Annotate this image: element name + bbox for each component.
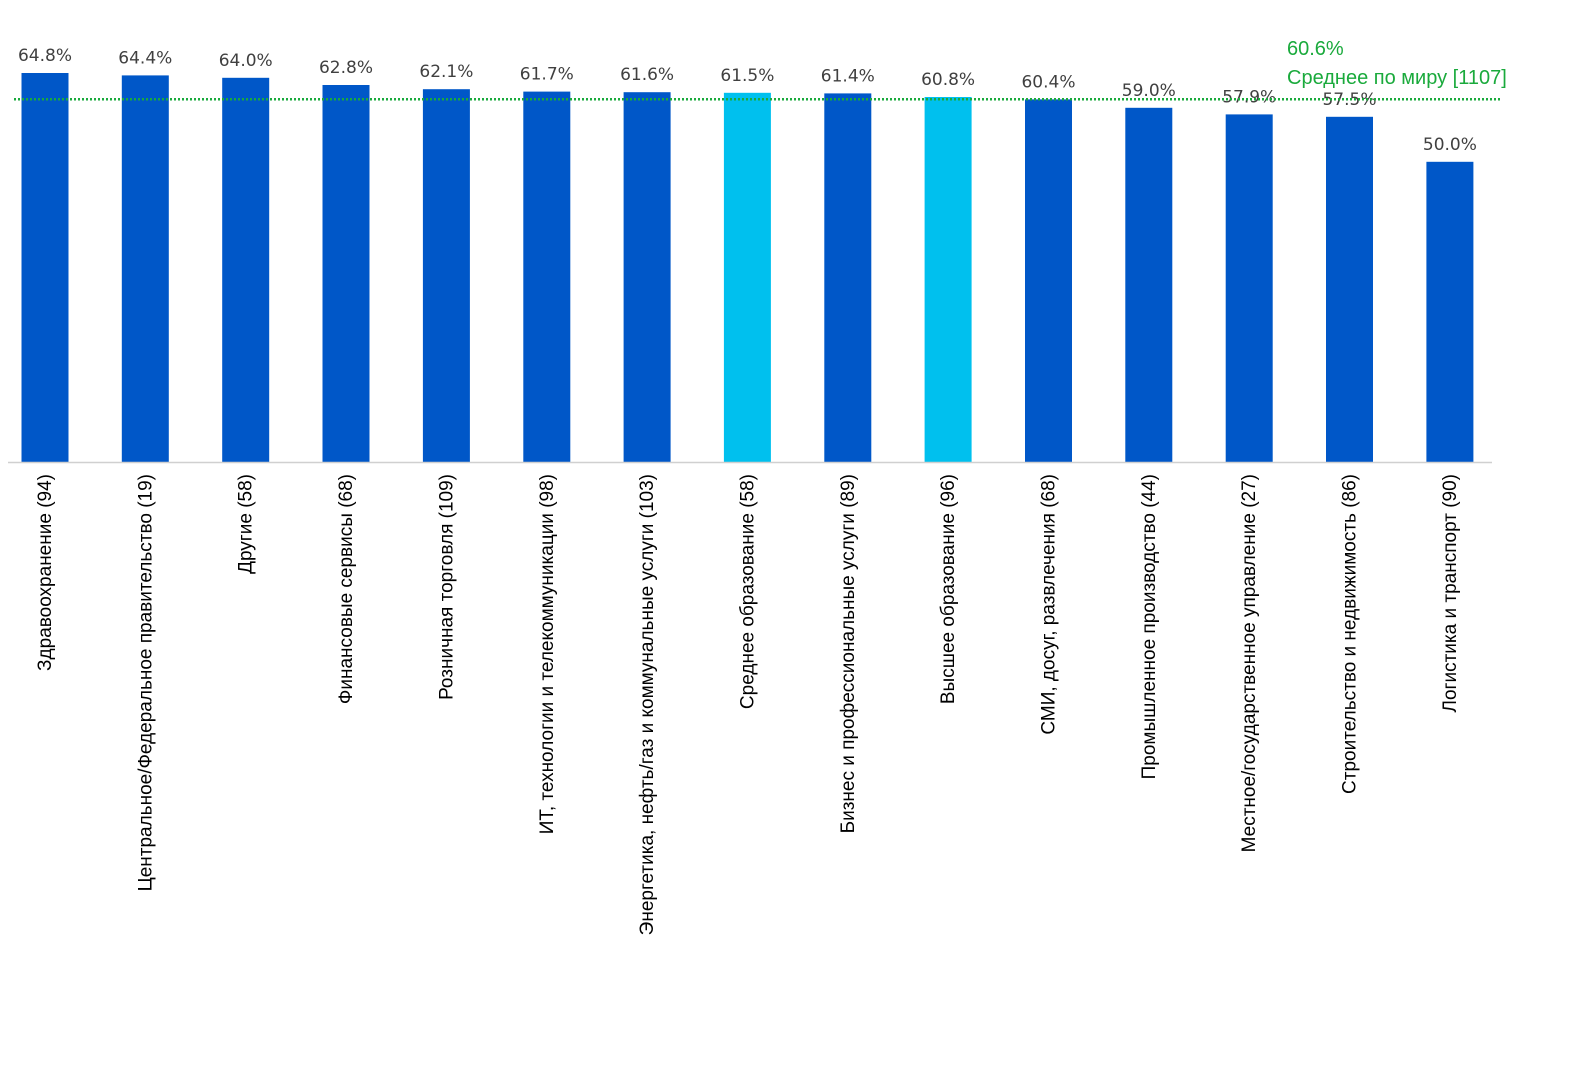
bar-value-label: 62.8%: [319, 58, 373, 78]
bar-value-label: 61.6%: [620, 65, 674, 85]
category-label: Другие (58): [236, 474, 257, 574]
world-average-value-label: 60.6%: [1287, 38, 1344, 60]
bar: [1125, 107, 1173, 463]
category-label: Розничная торговля (109): [436, 474, 457, 700]
category-label: Энергетика, нефть/газ и коммунальные усл…: [637, 474, 658, 935]
bar: [21, 73, 69, 462]
bar: [422, 89, 470, 462]
bar-value-label: 61.5%: [720, 66, 774, 86]
bar: [1426, 161, 1474, 463]
category-label: Среднее образование (58): [737, 474, 758, 709]
bar-value-label: 64.0%: [219, 51, 273, 71]
bar-value-label: 60.4%: [1021, 72, 1075, 92]
category-label: Строительство и недвижимость (86): [1340, 474, 1361, 794]
bar: [222, 77, 270, 463]
category-label: Промышленное производство (44): [1139, 474, 1160, 779]
category-label: СМИ, досуг, развлечения (68): [1039, 474, 1060, 735]
category-label: Здравоохранение (94): [35, 474, 56, 671]
bar: [623, 92, 671, 462]
bar: [121, 75, 169, 463]
bar-value-label: 60.8%: [921, 70, 975, 90]
bar-value-label: 57.9%: [1222, 87, 1276, 107]
world-average-label: Среднее по миру [1107]: [1287, 67, 1507, 89]
bar-value-label: 64.4%: [118, 48, 172, 68]
bar: [1025, 99, 1072, 463]
category-label: Центральное/Федеральное правительство (1…: [135, 474, 156, 891]
category-label: Высшее образование (96): [938, 474, 959, 704]
bar-value-label: 61.4%: [821, 66, 875, 86]
bar-value-label: 62.1%: [419, 62, 473, 82]
bar: [824, 93, 872, 463]
category-label: Финансовые сервисы (68): [336, 474, 357, 704]
bar: [1326, 116, 1373, 463]
category-label: Бизнес и профессиональные услуги (89): [838, 474, 859, 833]
bar-value-label: 50.0%: [1423, 135, 1477, 155]
bar-value-label: 64.8%: [18, 46, 72, 66]
category-label: ИТ, технологии и телекоммуникации (98): [537, 474, 558, 834]
bar-value-label: 61.7%: [520, 65, 574, 85]
bar: [322, 85, 370, 462]
bar: [723, 92, 771, 463]
bar: [1225, 114, 1273, 463]
bars-layer: [21, 73, 1474, 463]
bar-value-label: 59.0%: [1122, 81, 1176, 101]
value-labels-layer: 64.8% 64.4% 64.0% 62.8% 62.1% 61.7% 61.6% 61.5%…: [18, 46, 1477, 155]
category-label: Логистика и транспорт (90): [1440, 474, 1461, 712]
bar: [924, 97, 972, 462]
category-labels-layer: Здравоохранение (94) Центральное/Федераль…: [35, 474, 1461, 935]
category-label: Местное/государственное управление (27): [1239, 474, 1260, 852]
bar-value-label: 57.5%: [1322, 90, 1376, 110]
bar: [523, 91, 571, 462]
